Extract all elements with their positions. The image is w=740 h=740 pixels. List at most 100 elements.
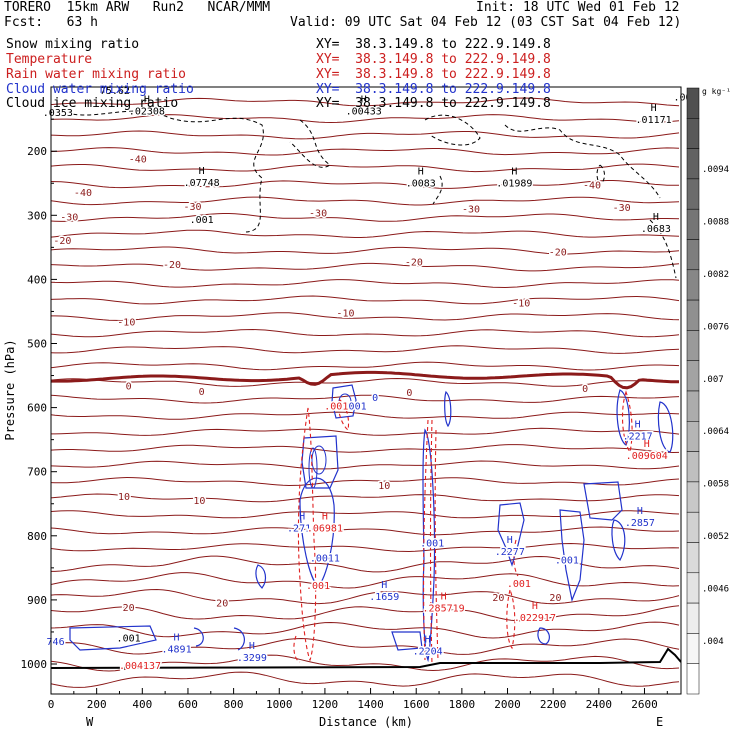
colorbar-swatch xyxy=(686,633,700,664)
colorbar-swatch xyxy=(686,511,700,543)
isotherm-line xyxy=(51,196,680,206)
colorbar-swatch xyxy=(686,148,700,180)
snow-label: .0353 xyxy=(43,108,73,119)
snow-label: .0083 xyxy=(406,178,436,189)
isotherm-line xyxy=(51,180,679,189)
colorbar-tick-label: .0052 xyxy=(702,532,729,542)
rain-contour xyxy=(621,390,633,454)
cloud-water-label-max-marker: H xyxy=(507,535,513,546)
temperature-label: -20 xyxy=(405,257,423,268)
x-tick-label: 600 xyxy=(178,698,198,711)
rain-contour xyxy=(338,399,350,432)
cloud-water-contour xyxy=(308,447,318,489)
snow-label: .07748 xyxy=(184,178,220,189)
valid-time: Valid: 09 UTC Sat 04 Feb 12 (03 CST Sat … xyxy=(290,15,682,30)
colorbar-tick-label: .0046 xyxy=(702,585,729,595)
cloud-ice-label: .001 xyxy=(117,634,141,645)
temperature-label: -30 xyxy=(183,202,201,213)
field-xy-cloud-ice: XY= 38.3.149.8 to 222.9.149.8 xyxy=(316,96,551,111)
x-tick-label: 2600 xyxy=(631,698,658,711)
cloud-water-label: .4891 xyxy=(161,644,191,655)
terrain-line xyxy=(51,647,681,669)
rain-label-max-marker: H xyxy=(644,439,650,450)
colorbar: g kg⁻¹ .0094 .0088 .0082 .0076 .007 .0064 .0058… xyxy=(686,87,731,695)
rain-label: .06981 xyxy=(307,523,343,534)
cloud-water-contour xyxy=(422,428,436,663)
model-title: TORERO 15km ARW Run2 NCAR/MMM xyxy=(4,0,271,15)
isotherm-line xyxy=(51,444,680,454)
cloud-water-contour xyxy=(497,502,525,567)
isotherm-line xyxy=(51,555,680,573)
rain-label: .004137 xyxy=(119,661,161,672)
field-name-cloud-ice: Cloud ice mixing ratio xyxy=(6,96,179,111)
colorbar-swatch xyxy=(686,87,700,119)
isotherm-line xyxy=(51,637,680,655)
cloud-water-contour xyxy=(299,477,335,587)
cloud-water-label: 746 xyxy=(47,637,65,648)
rain-label: .022917 xyxy=(514,613,556,624)
isotherm-line xyxy=(51,279,680,289)
field-xy-cloud-water: XY= 38.3.149.8 to 222.9.149.8 xyxy=(316,82,551,97)
snow-contour xyxy=(596,164,605,186)
colorbar-tick-label: .0064 xyxy=(702,427,729,437)
temperature-label: 20 xyxy=(549,593,561,604)
y-tick-label: 700 xyxy=(27,466,47,479)
x-axis-west-label: W xyxy=(86,715,94,729)
cloud-water-label: .2714 xyxy=(287,523,317,534)
colorbar-swatch xyxy=(686,421,700,452)
isotherm-line xyxy=(51,361,680,371)
field-name-temperature: Temperature xyxy=(6,52,93,67)
field-xy-snow: XY= 38.3.149.8 to 222.9.149.8 xyxy=(316,37,551,52)
temperature-label: 10 xyxy=(193,496,205,507)
x-tick-label: 200 xyxy=(87,698,107,711)
y-tick-label: 800 xyxy=(27,530,47,543)
cloud-water-contour xyxy=(255,564,267,589)
rain-label: .001 xyxy=(324,402,348,413)
y-tick-label: 200 xyxy=(27,145,47,158)
cloud-water-label-max-marker: H xyxy=(381,580,387,591)
cloud-water-label: .2217 xyxy=(623,432,653,443)
rain-label-max-marker: H xyxy=(532,601,538,612)
isotherm-line xyxy=(51,476,680,487)
isotherm-line xyxy=(51,97,680,107)
snow-contour xyxy=(504,124,661,199)
rain-contour xyxy=(297,407,317,662)
colorbar-tick-label: .004 xyxy=(702,637,724,647)
x-tick-label: 1400 xyxy=(357,698,384,711)
temperature-label: -30 xyxy=(60,212,78,223)
colorbar-swatch xyxy=(686,451,700,483)
cloud-water-contour xyxy=(616,389,630,446)
temperature-label: 10 xyxy=(118,492,130,503)
cloud-water-label-max-marker: H xyxy=(299,511,305,522)
temperature-label: 20 xyxy=(492,593,504,604)
snow-label: .00433 xyxy=(346,107,382,118)
isotherm-line xyxy=(51,654,680,672)
temperature-label: 10 xyxy=(378,481,390,492)
temperature-label: -20 xyxy=(163,260,181,271)
colorbar-unit: g kg⁻¹ xyxy=(702,87,731,96)
snow-label: .001 xyxy=(190,215,214,226)
snow-label-max-marker: H xyxy=(418,166,424,177)
isotherm-line xyxy=(51,572,680,589)
snow-label-max-marker: H xyxy=(651,103,657,114)
cloud-water-contour xyxy=(583,481,623,521)
snow-contour xyxy=(424,114,481,146)
x-tick-label: 800 xyxy=(224,698,244,711)
temperature-label: 0 xyxy=(582,384,588,395)
snow-contour xyxy=(432,175,443,205)
rain-contour xyxy=(293,635,301,663)
temperature-label: -10 xyxy=(512,298,530,309)
x-tick-label: 2000 xyxy=(494,698,521,711)
snow-label-max-marker: H xyxy=(361,95,367,106)
isotherm-line xyxy=(51,377,680,387)
isotherm-line xyxy=(51,246,680,255)
cloud-water-label: .2204 xyxy=(413,646,443,657)
plot-frame xyxy=(50,86,682,695)
x-tick-label: 2400 xyxy=(586,698,613,711)
cloud-water-contour xyxy=(311,445,327,475)
isotherm-line xyxy=(51,411,680,420)
snow-label: 75.62 xyxy=(100,86,130,97)
x-tick-label: 400 xyxy=(132,698,152,711)
cloud-water-label-max-marker: H xyxy=(637,506,643,517)
temperature-label: 20 xyxy=(216,598,228,609)
